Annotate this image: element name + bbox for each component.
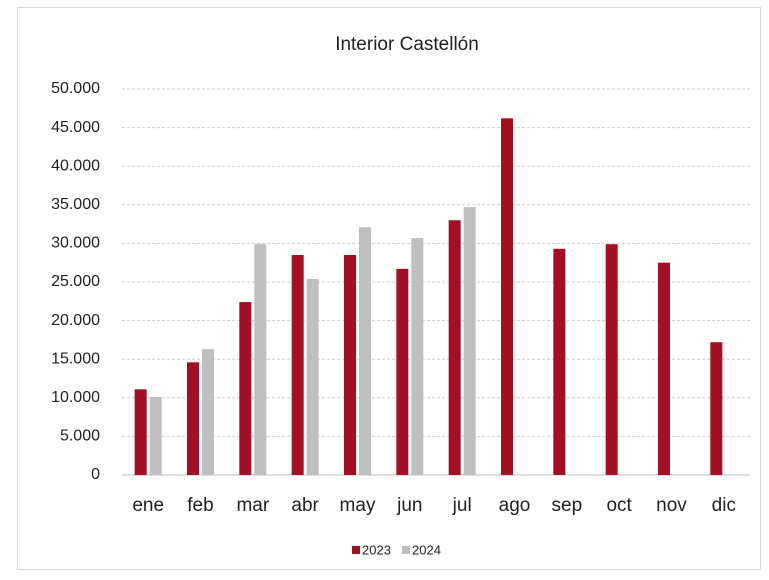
bar	[553, 248, 566, 475]
x-tick-label: ago	[499, 495, 531, 516]
y-tick-label: 40.000	[51, 157, 100, 174]
y-tick-label: 30.000	[51, 235, 100, 252]
x-tick-label: jun	[396, 495, 422, 516]
y-tick-label: 25.000	[51, 273, 100, 290]
chart-frame	[17, 7, 761, 570]
bar	[605, 244, 618, 475]
legend-swatch	[402, 546, 410, 554]
bar	[254, 244, 267, 475]
x-tick-label: oct	[606, 495, 632, 516]
bar	[239, 302, 252, 475]
bar	[448, 220, 461, 475]
bar	[501, 118, 513, 475]
x-tick-label: may	[340, 495, 376, 516]
bar	[411, 237, 424, 475]
y-tick-label: 50.000	[51, 80, 100, 97]
y-tick-label: 45.000	[51, 119, 100, 136]
y-tick-label: 10.000	[51, 389, 100, 406]
legend-label: 2023	[362, 542, 391, 557]
x-tick-label: dic	[712, 495, 736, 516]
y-tick-label: 5.000	[60, 428, 100, 445]
x-tick-label: sep	[552, 495, 583, 516]
bar	[344, 254, 356, 475]
x-tick-label: feb	[187, 495, 213, 516]
chart-title: Interior Castellón	[335, 34, 479, 55]
bar	[658, 262, 670, 475]
x-tick-label: abr	[291, 495, 319, 516]
x-tick-label: nov	[656, 495, 687, 516]
y-tick-label: 20.000	[51, 312, 100, 329]
bar	[463, 207, 476, 475]
x-tick-label: ene	[132, 495, 164, 516]
legend-swatch	[352, 546, 360, 554]
legend-label: 2024	[412, 542, 441, 557]
bar	[187, 362, 199, 475]
y-tick-label: 0	[91, 466, 100, 483]
bar	[710, 342, 723, 475]
bar	[202, 349, 214, 475]
bar	[134, 389, 147, 475]
y-tick-label: 15.000	[51, 350, 100, 367]
bar	[149, 397, 162, 475]
x-tick-label: jul	[452, 495, 472, 516]
bar	[291, 254, 304, 475]
bar	[396, 268, 409, 475]
bar	[359, 227, 371, 475]
x-tick-label: mar	[236, 495, 269, 516]
y-tick-label: 35.000	[51, 196, 100, 213]
bar	[306, 278, 319, 475]
